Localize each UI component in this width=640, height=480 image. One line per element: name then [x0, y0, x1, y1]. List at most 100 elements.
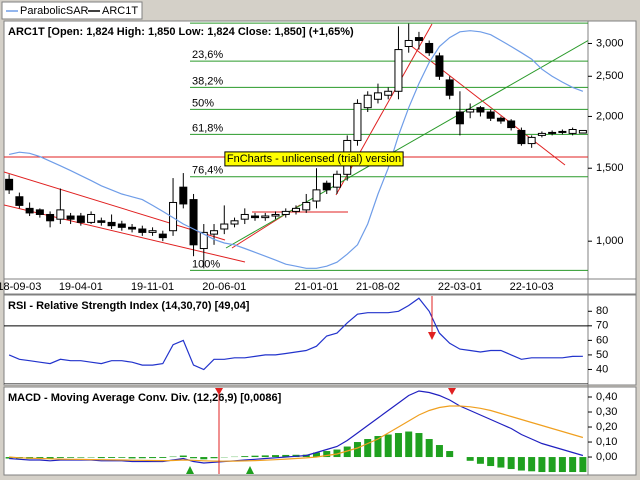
candle-body: [353, 102, 362, 141]
legend-box: [1, 1, 143, 20]
candle-body: [394, 49, 403, 92]
histogram-bar: [343, 446, 351, 458]
histogram-bar: [97, 457, 105, 459]
y-tick-label: 0,00: [596, 451, 617, 463]
y-tick-label: 40: [596, 363, 608, 375]
trend-line: [225, 40, 588, 249]
histogram-bar: [282, 454, 290, 458]
histogram-bar: [56, 457, 64, 458]
candle-body: [332, 173, 341, 188]
fib-label: 76,4%: [192, 165, 223, 177]
x-tick-label: 20-06-01: [202, 281, 246, 293]
histogram-bar: [384, 434, 392, 458]
trend-line: [4, 204, 246, 263]
histogram-bar: [394, 433, 402, 458]
watermark: FnCharts - unlicensed (trial) version: [227, 153, 401, 165]
signal-arrow: [215, 388, 223, 395]
legend-label: ARC1T: [102, 5, 138, 17]
histogram-bar: [558, 457, 566, 473]
histogram-bar: [210, 457, 218, 459]
candle-body: [46, 213, 55, 222]
x-tick-label: 21-01-01: [294, 281, 338, 293]
y-tick-label: 1,500: [596, 162, 624, 174]
histogram-bar: [333, 449, 341, 458]
candle-body: [486, 111, 495, 119]
line-series: [9, 390, 584, 464]
signal-arrow: [186, 466, 194, 474]
y-tick-label: 0,40: [596, 391, 617, 403]
histogram-bar: [138, 457, 146, 459]
candle-body: [568, 128, 577, 134]
candle-body: [169, 201, 178, 232]
candle-body: [527, 136, 536, 145]
candle-body: [373, 92, 382, 100]
histogram-bar: [149, 457, 157, 459]
histogram-bar: [446, 451, 454, 458]
candle-body: [425, 42, 434, 54]
candle-body: [517, 129, 526, 145]
histogram-bar: [466, 457, 474, 461]
candle-body: [230, 220, 239, 225]
histogram-bar: [159, 457, 167, 458]
x-tick-label: 21-08-02: [356, 281, 400, 293]
candle-body: [466, 108, 475, 113]
fib-label: 0%: [192, 11, 208, 23]
candle-body: [322, 182, 331, 191]
fib-label: 23,6%: [192, 49, 223, 61]
histogram-bar: [579, 457, 587, 473]
histogram-bar: [108, 457, 116, 458]
histogram-bar: [272, 455, 280, 458]
histogram-bar: [538, 457, 546, 473]
line-series: [8, 297, 583, 371]
candle-body: [363, 94, 372, 109]
x-tick-label: 22-03-01: [438, 281, 482, 293]
histogram-bar: [528, 457, 536, 472]
candle-body: [240, 213, 249, 220]
x-tick-label: 19-11-01: [131, 281, 174, 293]
candle-body: [455, 111, 464, 125]
pane-title: MACD - Moving Average Conv. Div. (12,26,…: [8, 392, 282, 404]
plot-layer: 1,000 1,500 2,000 2,500 3,000 0% 23,6% 38,2% 50%…: [0, 11, 624, 473]
candle-body: [537, 132, 546, 136]
histogram-bar: [118, 457, 126, 458]
candle-body: [251, 215, 260, 219]
candle-body: [15, 196, 24, 206]
candle-body: [148, 230, 157, 233]
candle-body: [117, 223, 126, 228]
candle-body: [292, 207, 300, 212]
histogram-bar: [353, 442, 361, 458]
candle-body: [496, 117, 505, 122]
histogram-bar: [251, 455, 259, 458]
candle-body: [414, 37, 423, 41]
histogram-bar: [435, 445, 443, 458]
candle-body: [56, 209, 65, 220]
histogram-bar: [77, 457, 85, 458]
y-tick-label: 0,30: [596, 406, 617, 418]
candle-body: [107, 221, 116, 227]
histogram-bar: [312, 452, 320, 458]
candle-body: [558, 130, 567, 133]
histogram-bar: [405, 431, 413, 458]
y-tick-label: 60: [596, 334, 608, 346]
price-pane: [3, 20, 637, 280]
histogram-bar: [425, 439, 433, 458]
y-tick-label: 3,000: [596, 37, 624, 49]
signal-arrow: [428, 332, 436, 340]
y-tick-label: 1,000: [596, 235, 624, 247]
pane-title: RSI - Relative Strength Index (14,30,70)…: [8, 300, 250, 312]
rsi-pane: [3, 294, 637, 386]
candle-body: [87, 213, 96, 223]
candle-body: [138, 228, 147, 233]
histogram-bar: [497, 457, 505, 468]
candle-body: [476, 107, 485, 113]
histogram-bar: [415, 433, 423, 458]
histogram-bar: [364, 439, 372, 458]
candle-body: [128, 226, 137, 230]
candle-body: [189, 199, 198, 246]
y-tick-label: 2,500: [596, 70, 624, 82]
histogram-bar: [476, 457, 484, 464]
histogram-bar: [548, 457, 556, 473]
histogram-bar: [5, 457, 13, 459]
candle-body: [261, 215, 270, 219]
